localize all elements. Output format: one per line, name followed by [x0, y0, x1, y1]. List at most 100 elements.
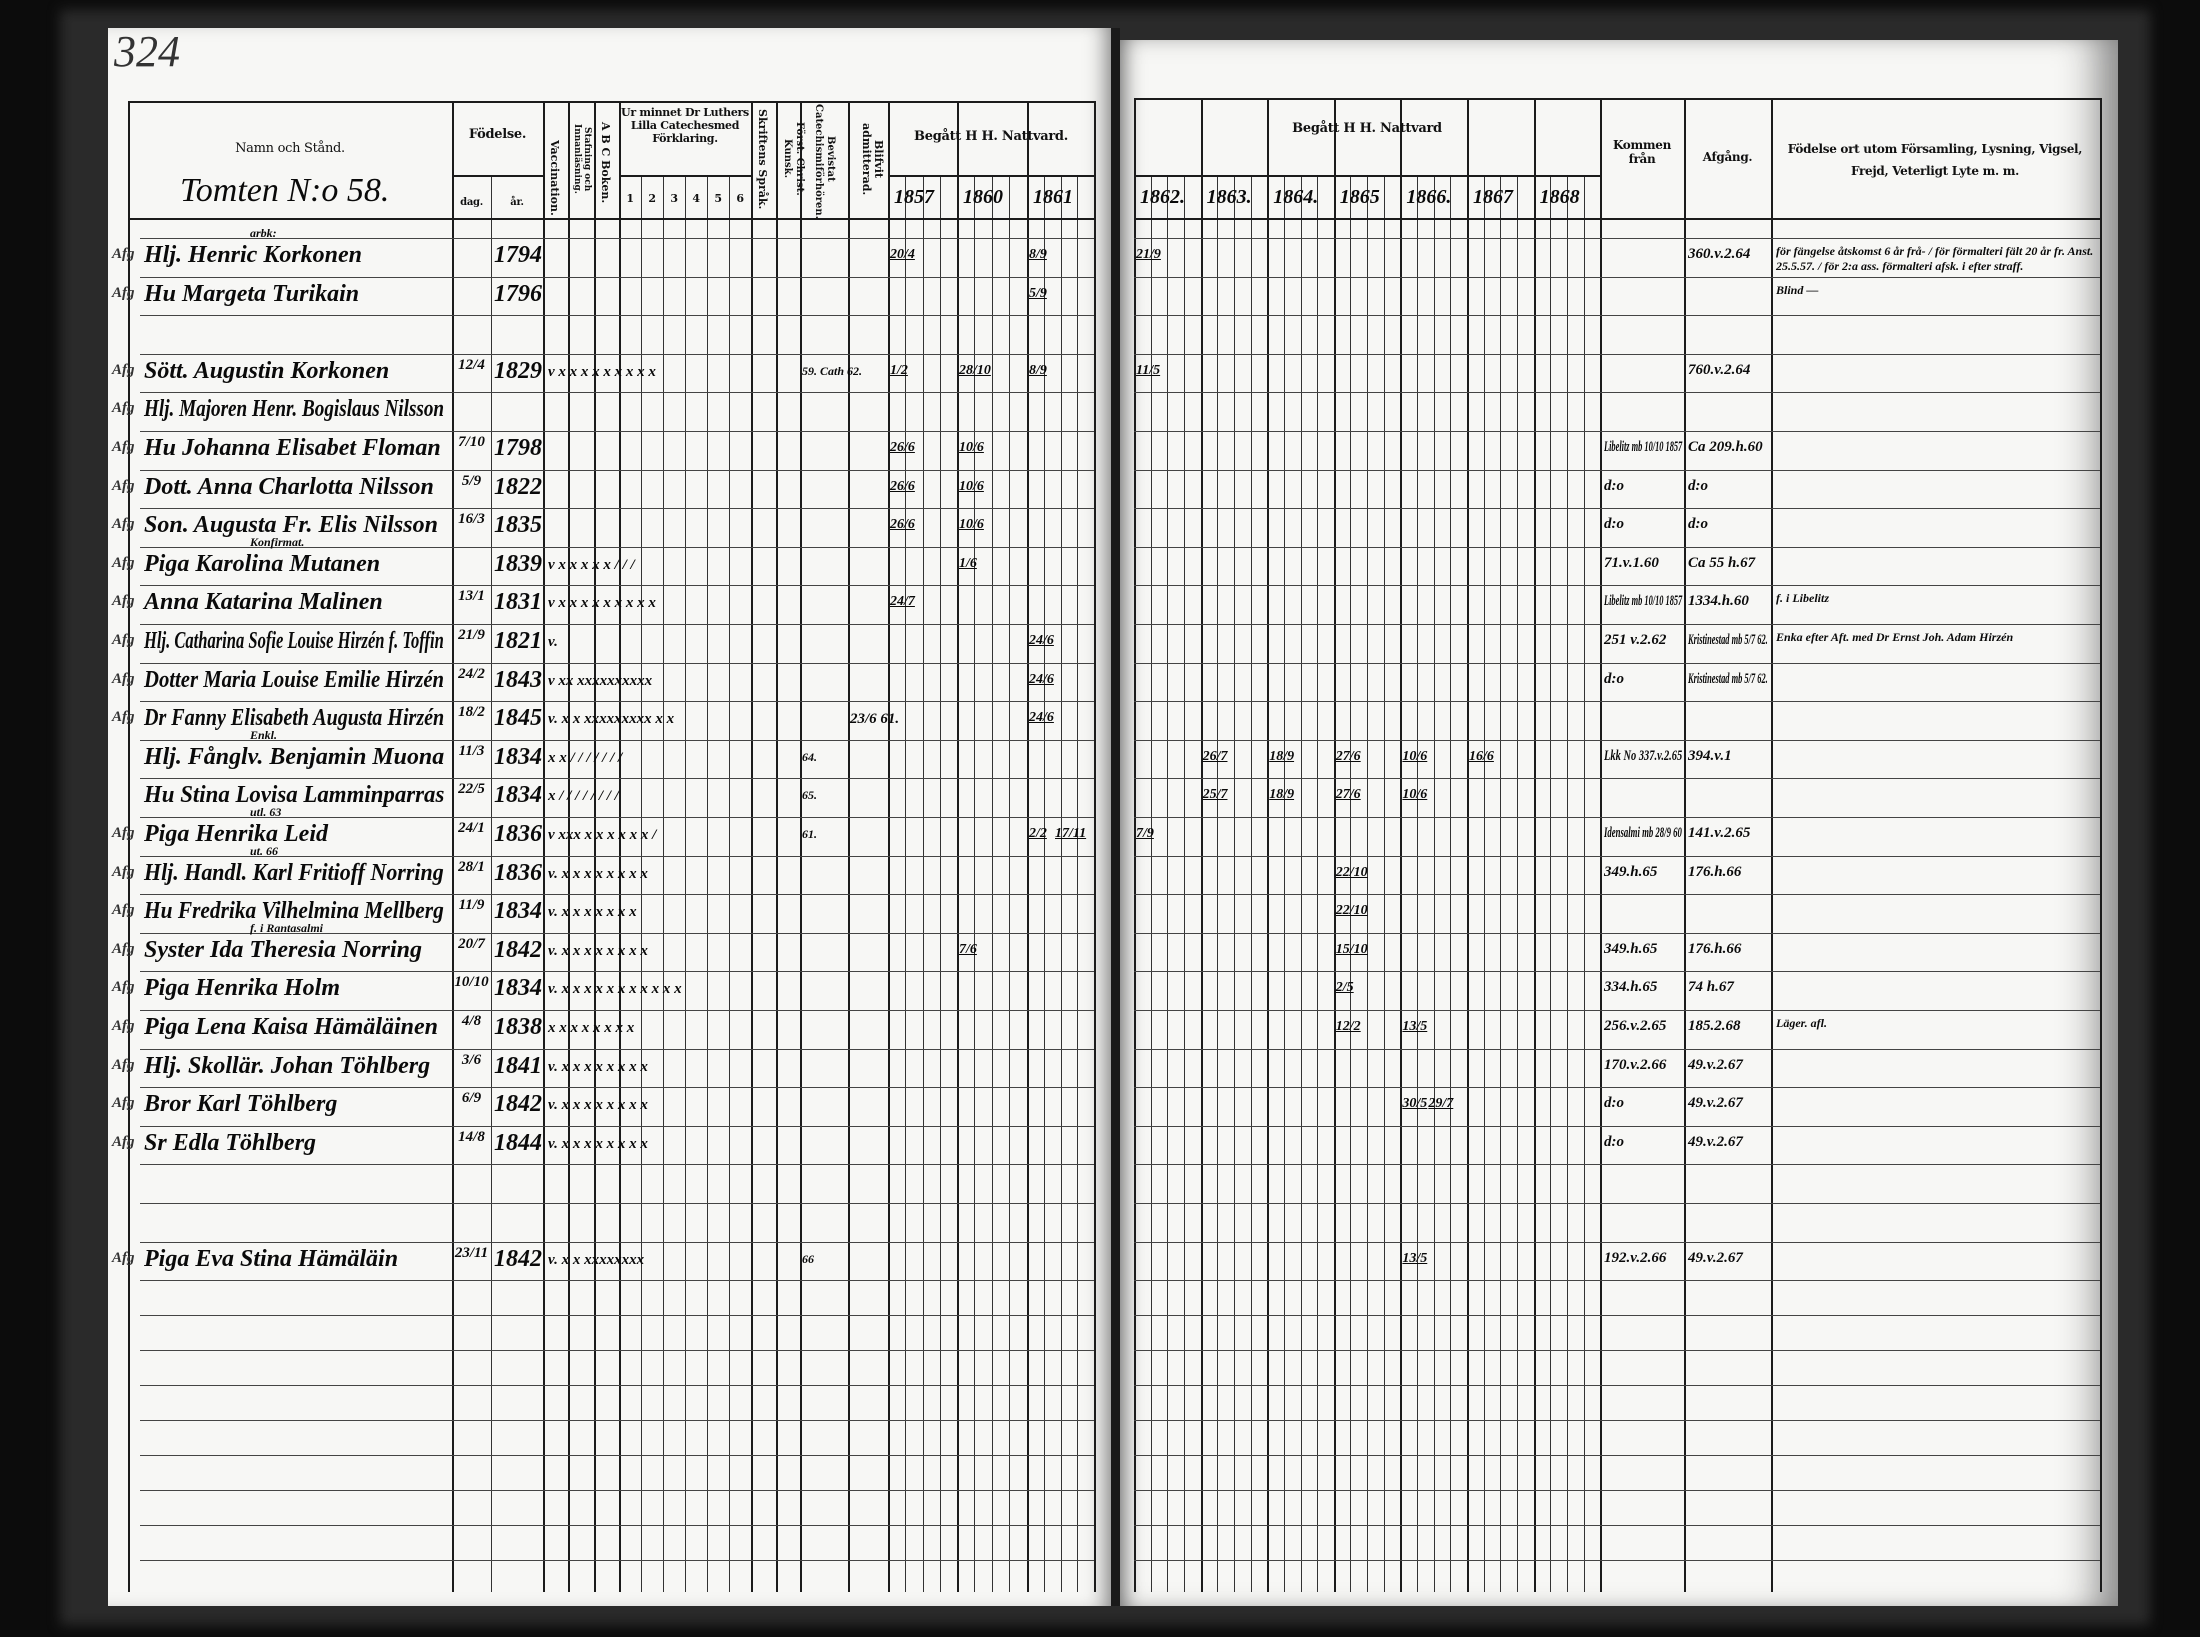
communion-date: 24/6: [1029, 633, 1054, 648]
grid-line: [1516, 175, 1518, 1592]
birth-year: 1842: [494, 1091, 542, 1118]
communion-date: 7/6: [959, 941, 977, 957]
grid-line: [1167, 175, 1169, 1592]
margin-note: Afg: [112, 1056, 135, 1073]
grid-line: [1134, 546, 2100, 548]
birth-day: 18/2: [458, 704, 485, 721]
grid-line: [1400, 98, 1403, 1592]
grid-line: [1134, 1010, 2100, 1011]
grid-line: [140, 701, 1094, 703]
header-begatt-nattvard-right: Begått H H. Nattvard: [1292, 121, 1442, 136]
header-year-1868: 1868: [1539, 186, 1580, 208]
afgang-value: Ca 55 h.67: [1688, 554, 1756, 571]
communion-date: 16/6: [1469, 748, 1494, 764]
margin-note: Afg: [112, 940, 135, 957]
grid-line: [1134, 238, 2100, 239]
grid-line: [1134, 1385, 2100, 1387]
grid-line: [663, 175, 664, 1592]
communion-date: 8/9: [1029, 362, 1047, 378]
grid-line: [619, 101, 621, 1592]
grid-line: [140, 1010, 1094, 1011]
header-kommen-fran: Kommen från: [1612, 138, 1672, 166]
catechism-marks: v. x x x x x x x x: [548, 1135, 648, 1152]
entry-name: Dr Fanny Elisabeth Augusta Hirzén: [144, 705, 445, 732]
grid-line: [888, 175, 1094, 177]
margin-note: Afg: [112, 1018, 135, 1034]
entry-name: Piga Eva Stina Hämäläin: [144, 1245, 399, 1272]
communion-date: 10/6: [1402, 748, 1428, 764]
catechism-marks: v. x x x x x x x: [548, 904, 637, 921]
kommen-fran-value: d:o: [1604, 477, 1624, 494]
grid-line: [128, 218, 1094, 220]
birth-day: 24/1: [458, 820, 485, 836]
entry-name: Son. Augusta Fr. Elis Nilsson: [144, 512, 438, 539]
grid-line: [140, 276, 1094, 278]
annotation: ut. 66: [250, 843, 279, 858]
grid-line: [1383, 175, 1385, 1592]
header-forst-christ: Först. Christ. Kunsk.: [782, 122, 805, 196]
grid-line: [888, 101, 890, 1592]
entry-name: Hlj. Henric Korkonen: [144, 242, 363, 268]
birth-year: 1821: [494, 628, 542, 654]
annotation: Konfirmat.: [250, 534, 305, 549]
grid-line: [1134, 1420, 2100, 1422]
communion-date: 21/9: [1136, 247, 1161, 262]
entry-name: Piga Henrika Holm: [144, 975, 341, 1002]
header-skriftens: Skriftens Språk.: [756, 108, 769, 210]
grid-line: [1533, 98, 1536, 1592]
communion-date: 15/10: [1335, 941, 1368, 957]
entry-name: Dott. Anna Charlotta Nilsson: [144, 473, 434, 500]
grid-line: [1483, 175, 1485, 1592]
communion-date: 26/6: [890, 440, 915, 455]
right-page: [1120, 40, 2118, 1606]
margin-note: Afg: [112, 554, 135, 571]
grid-line: [1134, 932, 2100, 934]
annotation: Enkl.: [250, 727, 278, 742]
entry-name: Sött. Augustin Korkonen: [144, 357, 390, 384]
grid-line: [452, 101, 454, 1592]
header-fodelse: Födelse.: [468, 127, 527, 142]
header-abc: A B C Boken.: [599, 121, 612, 204]
afgang-value: 141.v.2.65: [1688, 825, 1751, 841]
catechism-marks: v. x x x x x x x x x x x: [548, 981, 682, 998]
grid-line: [1200, 98, 1203, 1592]
birth-day: 7/10: [458, 434, 485, 450]
grid-line: [641, 175, 642, 1592]
entry-name: Hlj. Fånglv. Benjamin Muona: [144, 743, 445, 770]
entry-name: Hlj. Skollär. Johan Töhlberg: [144, 1052, 431, 1079]
birth-day: 14/8: [458, 1128, 485, 1145]
grid-line: [140, 315, 1094, 317]
catechism-marks: v xxx x x x x x x /: [548, 827, 657, 843]
grid-line: [594, 101, 596, 1592]
grid-line: [140, 932, 1094, 934]
birth-year: 1839: [494, 550, 542, 577]
bevistat-value: 61.: [802, 827, 817, 841]
communion-date: 24/7: [890, 594, 915, 610]
header-afgang: Afgång.: [1702, 150, 1753, 164]
header-notes: Födelse ort utom Församling, Lysning, Vi…: [1787, 142, 2083, 178]
header-blifvit: Blifvit admitterad.: [860, 122, 885, 196]
communion-date: 28/10: [959, 362, 991, 378]
entry-name: Hu Fredrika Vilhelmina Mellberg: [144, 898, 444, 925]
catechism-marks: v.: [548, 634, 558, 650]
header-ur-minnet-number: 4: [692, 192, 700, 205]
grid-line: [140, 1385, 1094, 1387]
grid-line: [1134, 1125, 2100, 1127]
communion-date: 13/5: [1402, 1019, 1428, 1034]
grid-line: [140, 585, 1094, 587]
communion-date: 18/9: [1269, 748, 1295, 764]
afgang-value: 760.v.2.64: [1688, 361, 1751, 378]
catechism-marks: x x / / / / / / /: [548, 749, 623, 766]
grid-line: [1300, 175, 1302, 1592]
birth-year: 1842: [494, 936, 542, 963]
header-name-and-status: Namn och Stånd.: [235, 141, 345, 156]
grid-line: [1467, 98, 1469, 1592]
kommen-fran-value: 170.v.2.66: [1604, 1056, 1667, 1073]
grid-line: [1134, 469, 2100, 471]
grid-line: [1600, 98, 1603, 1592]
grid-line: [140, 392, 1094, 394]
grid-line: [1134, 431, 2100, 432]
communion-date: 10/6: [1402, 787, 1428, 803]
grid-line: [1134, 855, 2100, 857]
birth-year: 1845: [494, 705, 542, 732]
